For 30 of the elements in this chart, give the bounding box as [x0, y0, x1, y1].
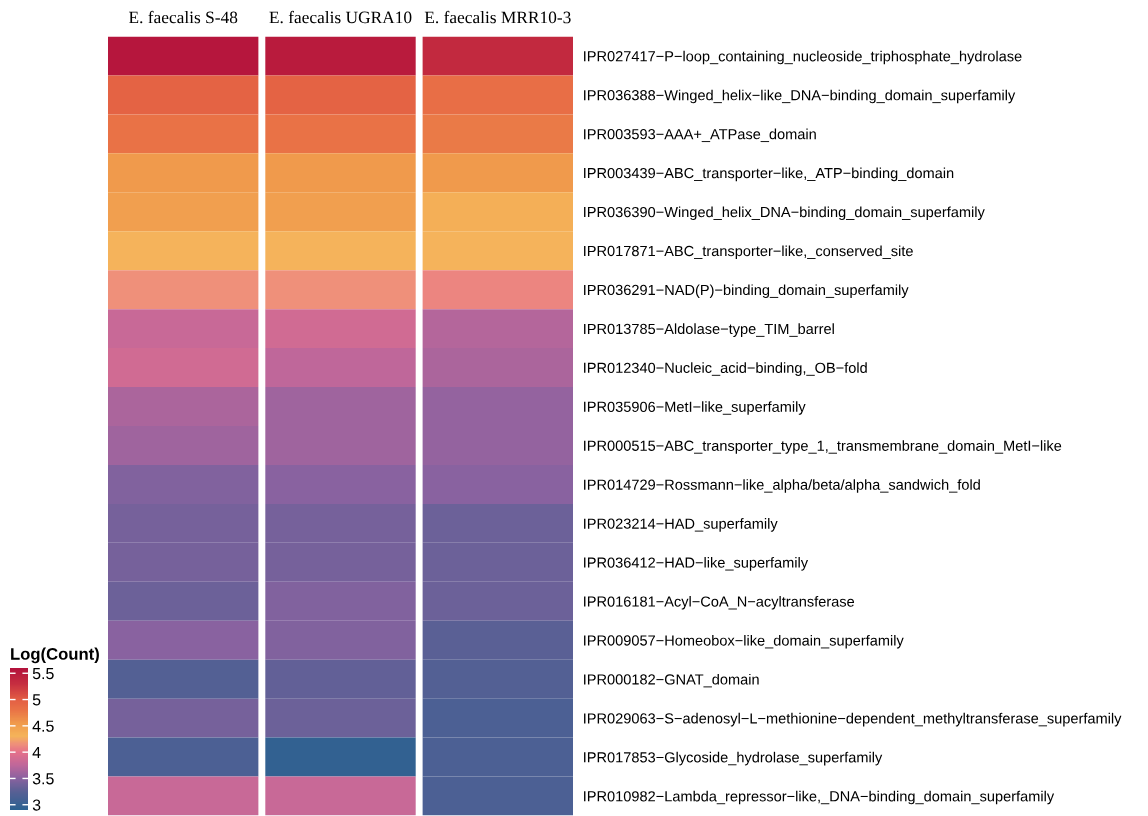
y-tick-label: IPR013785−Aldolase−type_TIM_barrel: [584, 323, 834, 337]
y-tick-label: IPR029063−S−adenosyl−L−methionine−dependent_methyltransferase_superfamily: [584, 712, 1122, 727]
x-tick-label: E. faecalis MRR10-3: [424, 10, 571, 24]
y-tick-label: IPR010982−Lambda_repressor−like,_DNA−binding_domain_superfamily: [584, 790, 1055, 805]
y-tick-label: IPR012340−Nucleic_acid−binding,_OB−fold: [584, 362, 867, 376]
y-tick-label: IPR036388−Winged_helix−like_DNA−binding_domain_superfamily: [584, 89, 1016, 104]
color-bar-label: 5.5: [32, 668, 54, 680]
y-tick-label: IPR017853−Glycoside_hydrolase_superfamily: [584, 751, 883, 766]
color-bar-label: 4: [32, 746, 41, 758]
color-bar-label: 4.5: [32, 720, 54, 732]
y-tick-label: IPR036412−HAD−like_superfamily: [584, 557, 809, 571]
color-bar-label: 3: [32, 799, 41, 811]
color-bar-title: Log(Count): [11, 647, 99, 664]
y-tick-label: IPR035906−MetI−like_superfamily: [584, 401, 806, 415]
color-bar-label: 3.5: [32, 773, 54, 785]
y-tick-label: IPR003439−ABC_transporter−like,_ATP−binding_domain: [584, 167, 954, 182]
y-tick-label: IPR003593−AAA+_ATPase_domain: [584, 128, 816, 143]
y-tick-label: IPR000182−GNAT_domain: [584, 673, 759, 688]
y-tick-label: IPR023214−HAD_superfamily: [584, 518, 778, 532]
y-tick-label: IPR036291−NAD(P)−binding_domain_superfamily: [584, 284, 909, 298]
y-tick-label: IPR016181−Acyl−CoA_N−acyltransferase: [584, 595, 855, 610]
y-tick-label: IPR009057−Homeobox−like_domain_superfamily: [584, 634, 904, 649]
y-tick-label: IPR000515−ABC_transporter_type_1,_transmembrane_domain_MetI−like: [584, 440, 1062, 454]
x-tick-label: E. faecalis UGRA10: [269, 10, 412, 24]
y-tick-label: IPR017871−ABC_transporter−like,_conserved_site: [584, 245, 913, 260]
y-tick-label: IPR027417−P−loop_containing_nucleoside_triphosphate_hydrolase: [584, 50, 1022, 65]
color-bar-label: 5: [32, 694, 41, 706]
x-tick-label: E. faecalis S-48: [128, 10, 238, 24]
y-tick-label: IPR036390−Winged_helix_DNA−binding_domain_superfamily: [584, 206, 985, 221]
y-tick-label: IPR014729−Rossmann−like_alpha/beta/alpha_sandwich_fold: [584, 479, 980, 493]
